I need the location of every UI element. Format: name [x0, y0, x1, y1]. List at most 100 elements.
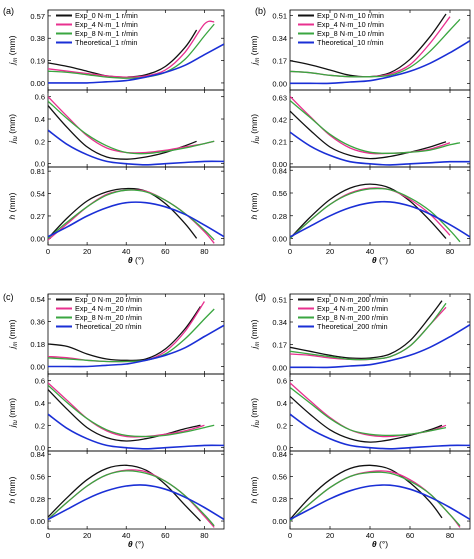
x-tick-label: 0 [46, 531, 50, 540]
series-line-exp8 [48, 100, 215, 155]
x-tick-label: 40 [122, 531, 130, 540]
subplot-mid: 0.0 0.2 0.4 0.6 jtu (mm) [249, 373, 471, 453]
legend-label: Theoretical_200 r/min [317, 322, 388, 331]
x-axis-symbol: θ [128, 255, 133, 265]
subplot-bottom: 0.00 0.27 0.54 0.81 0 20 40 60 80 h (mm) [7, 166, 225, 256]
y-axis-label-bottom-unit: (mm) [249, 192, 259, 214]
y-tick-label: 0.2 [277, 421, 287, 430]
y-tick-label: 0.34 [272, 318, 287, 327]
y-tick-label: 0.2 [35, 137, 45, 146]
x-tick-label: 0 [46, 247, 50, 256]
y-axis-label-top-symbol: j [7, 62, 17, 66]
y-tick-label: 0.6 [35, 93, 45, 102]
legend-label: Exp_4 N·m_200 r/min [317, 304, 388, 313]
series-line-exp8 [290, 471, 461, 527]
series-line-theoretical [290, 200, 470, 238]
y-tick-label: 0.28 [272, 495, 287, 504]
y-tick-label: 0.00 [272, 517, 287, 526]
x-tick-label: 40 [122, 247, 130, 256]
plot-frame [289, 373, 471, 452]
y-axis-label-mid-unit: (mm) [249, 114, 259, 136]
y-tick-label: 0.56 [272, 189, 287, 198]
y-axis-label-top-symbol: j [7, 346, 17, 350]
y-axis-label-mid-subscript: tu [255, 419, 261, 425]
x-tick-label: 0 [288, 531, 292, 540]
y-axis-label-bottom: h (mm) [249, 476, 259, 503]
y-axis-label-bottom-unit: (mm) [249, 476, 259, 498]
legend-label: Exp_0 N·m_200 r/min [317, 295, 388, 304]
y-axis-label-top: jm (mm) [249, 35, 261, 65]
y-axis-label-bottom-symbol: h [249, 214, 259, 219]
y-tick-label: 0.21 [272, 138, 287, 147]
series-line-exp8 [290, 302, 447, 361]
y-axis-label-top: jm (mm) [7, 319, 19, 349]
y-axis-label-mid-symbol: j [7, 424, 17, 428]
y-tick-label: 0.54 [30, 190, 45, 199]
x-axis-symbol: θ [372, 539, 377, 549]
subplot-mid: 0.00 0.21 0.42 0.63 jtu (mm) [249, 89, 471, 169]
legend-label: Exp_4 N·m_1 r/min [75, 20, 138, 29]
legend-label: Theoretical_20 r/min [75, 322, 142, 331]
legend-label: Exp_8 N·m_1 r/min [75, 29, 138, 38]
y-axis-label-bottom: h (mm) [7, 476, 17, 503]
plot-frame [289, 450, 471, 530]
legend-label: Exp_8 N·m_10 r/min [317, 29, 384, 38]
series-line-exp4 [290, 382, 447, 438]
y-tick-label: 0.4 [35, 399, 45, 408]
x-axis-symbol: θ [128, 539, 133, 549]
x-axis-unit: (°) [133, 255, 145, 265]
y-tick-label: 0.0 [35, 160, 45, 169]
plot-frame [47, 450, 225, 530]
y-tick-label: 0.2 [35, 421, 45, 430]
y-tick-label: 0.42 [272, 116, 287, 125]
x-tick-label: 20 [326, 531, 334, 540]
y-tick-label: 0.17 [272, 341, 287, 350]
y-axis-label-mid-unit: (mm) [7, 398, 17, 420]
x-tick-label: 60 [406, 247, 414, 256]
x-tick-label: 40 [366, 247, 374, 256]
subplot-top: 0.00 0.19 0.38 0.57 jm (mm) Exp_0 N·m_1 r/min… [7, 9, 225, 91]
panel-label-d: (d) [255, 292, 266, 302]
y-tick-label: 0.56 [272, 472, 287, 481]
y-axis-label-top: jm (mm) [7, 35, 19, 65]
y-axis-label-mid: jtu (mm) [7, 114, 19, 144]
y-tick-label: 0.00 [30, 517, 45, 526]
y-tick-label: 0.54 [30, 295, 45, 304]
panel-label-c: (c) [3, 292, 14, 302]
legend-label: Exp_0 N·m_10 r/min [317, 11, 384, 20]
y-axis-label-bottom-symbol: h [7, 214, 17, 219]
y-axis-label-top-unit: (mm) [7, 35, 17, 57]
series-line-exp0 [48, 306, 202, 362]
y-tick-label: 0.6 [35, 377, 45, 386]
series-line-theoretical [48, 201, 224, 238]
y-tick-label: 0.27 [30, 212, 45, 221]
subplot-bottom: 0.00 0.28 0.56 0.84 0 20 40 60 80 h (mm) [249, 166, 471, 256]
series-line-exp4 [290, 95, 451, 155]
x-tick-label: 20 [326, 247, 334, 256]
y-axis-label-top-subscript: m [13, 58, 19, 63]
y-tick-label: 0.6 [277, 377, 287, 386]
series-line-theoretical [48, 484, 224, 521]
y-axis-label-mid-unit: (mm) [7, 114, 17, 136]
x-tick-label: 20 [83, 531, 91, 540]
subplot-bottom: 0.00 0.28 0.56 0.84 0 20 40 60 80 h (mm) [7, 450, 225, 540]
y-tick-label: 0.84 [272, 450, 287, 459]
x-tick-label: 40 [366, 531, 374, 540]
x-axis-label: θ (°) [128, 255, 144, 265]
y-tick-label: 0.00 [272, 235, 287, 244]
y-axis-label-mid: jtu (mm) [7, 398, 19, 428]
y-tick-label: 0.17 [272, 57, 287, 66]
y-tick-label: 0.34 [272, 34, 287, 43]
y-tick-label: 0.00 [272, 363, 287, 372]
series-line-exp0 [48, 389, 201, 442]
y-axis-label-mid-subscript: tu [13, 419, 19, 425]
y-axis-label-bottom-symbol: h [249, 498, 259, 503]
y-tick-label: 0.4 [35, 115, 45, 124]
y-axis-label-bottom: h (mm) [7, 192, 17, 219]
series-line-exp8 [48, 384, 215, 438]
subplot-mid: 0.0 0.2 0.4 0.6 jtu (mm) [7, 89, 225, 169]
y-axis-label-bottom: h (mm) [249, 192, 259, 219]
